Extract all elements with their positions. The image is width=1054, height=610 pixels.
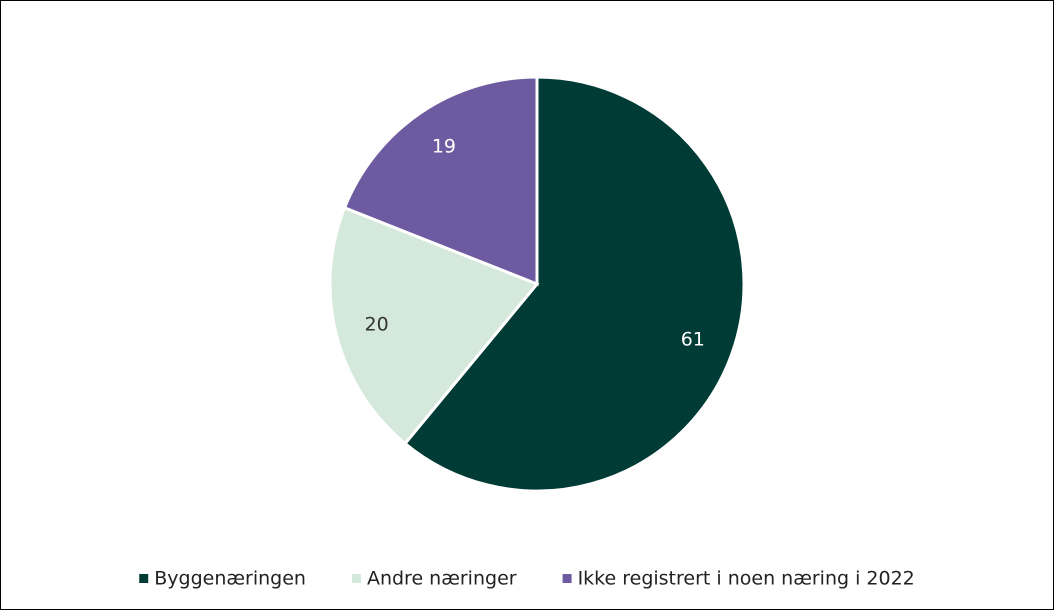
legend-label: Byggenæringen bbox=[154, 568, 306, 590]
pie-slice bbox=[328, 205, 540, 446]
pie-slice bbox=[402, 75, 746, 493]
data-label: 19 bbox=[432, 136, 456, 158]
data-label: 61 bbox=[681, 329, 705, 351]
legend-marker bbox=[562, 574, 572, 583]
legend-marker bbox=[351, 574, 361, 583]
legend-label: Ikke registrert i noen næring i 2022 bbox=[578, 568, 915, 590]
data-label: 20 bbox=[365, 314, 389, 336]
legend-label: Andre næringer bbox=[367, 568, 517, 590]
pie-slice bbox=[342, 75, 539, 287]
legend-marker bbox=[139, 574, 149, 583]
